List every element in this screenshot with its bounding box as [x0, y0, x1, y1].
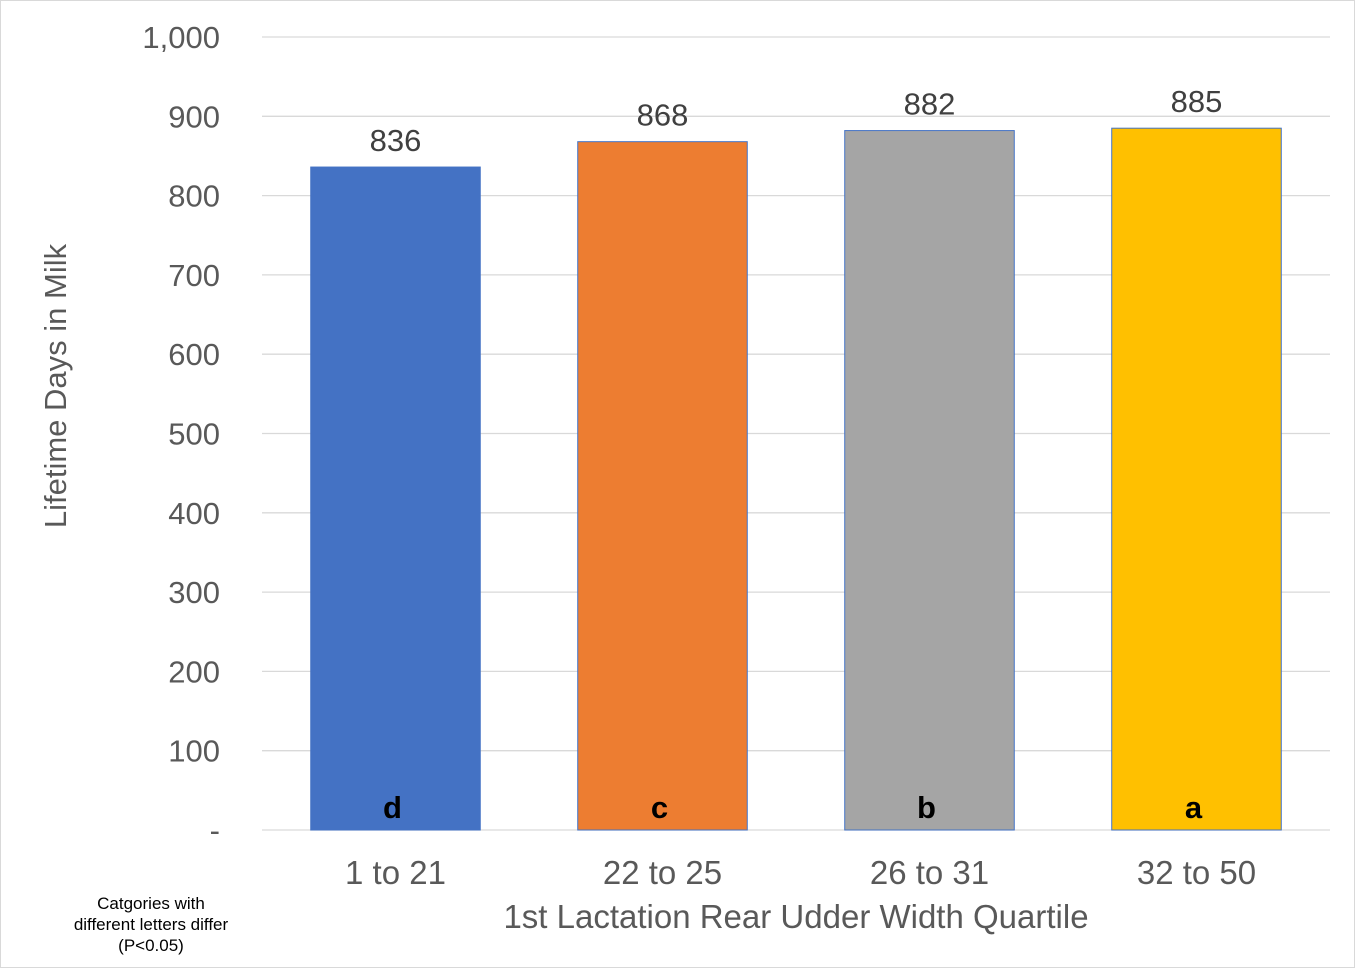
x-tick-label-2: 22 to 25: [603, 854, 722, 891]
data-label-2: 868: [637, 98, 689, 133]
data-label-1: 836: [370, 123, 422, 158]
y-tick-label-100: 100: [168, 734, 220, 769]
y-tick-label-300: 300: [168, 575, 220, 610]
bars: [310, 127, 1282, 831]
footnote-line-1: Catgories with: [97, 894, 205, 913]
y-axis-label: Lifetime Days in Milk: [38, 243, 73, 528]
significance-letter-3: b: [917, 790, 936, 825]
footnote-line-2: different letters differ: [73, 915, 229, 934]
y-tick-label-900: 900: [168, 99, 220, 134]
y-tick-label-0: -: [210, 813, 220, 848]
y-tick-label-800: 800: [168, 179, 220, 214]
data-label-3: 882: [904, 87, 956, 122]
x-tick-label-1: 1 to 21: [345, 854, 446, 891]
bar-4: [1111, 127, 1282, 831]
y-tick-label-200: 200: [168, 654, 220, 689]
significance-footnote: Catgories with different letters differ …: [46, 893, 256, 956]
x-tick-label-3: 26 to 31: [870, 854, 989, 891]
data-labels: 836 868 882 885: [370, 84, 1223, 158]
data-label-4: 885: [1171, 84, 1223, 119]
footnote-line-3: (P<0.05): [118, 936, 184, 955]
y-tick-label-700: 700: [168, 258, 220, 293]
x-axis-tick-labels: 1 to 21 22 to 25 26 to 31 32 to 50: [345, 854, 1256, 891]
x-axis-label: 1st Lactation Rear Udder Width Quartile: [503, 898, 1088, 935]
y-tick-label-600: 600: [168, 337, 220, 372]
significance-letter-1: d: [383, 790, 402, 825]
bar-3: [844, 130, 1015, 831]
significance-letter-2: c: [651, 790, 668, 825]
significance-letter-4: a: [1185, 790, 1203, 825]
x-tick-label-4: 32 to 50: [1137, 854, 1256, 891]
y-tick-label-1000: 1,000: [142, 20, 220, 55]
y-tick-label-400: 400: [168, 496, 220, 531]
y-axis-tick-labels: - 100 200 300 400 500 600 700 800 900 1,000: [142, 20, 220, 848]
y-tick-label-500: 500: [168, 417, 220, 452]
bar-1: [310, 166, 481, 831]
bar-2: [577, 141, 748, 831]
